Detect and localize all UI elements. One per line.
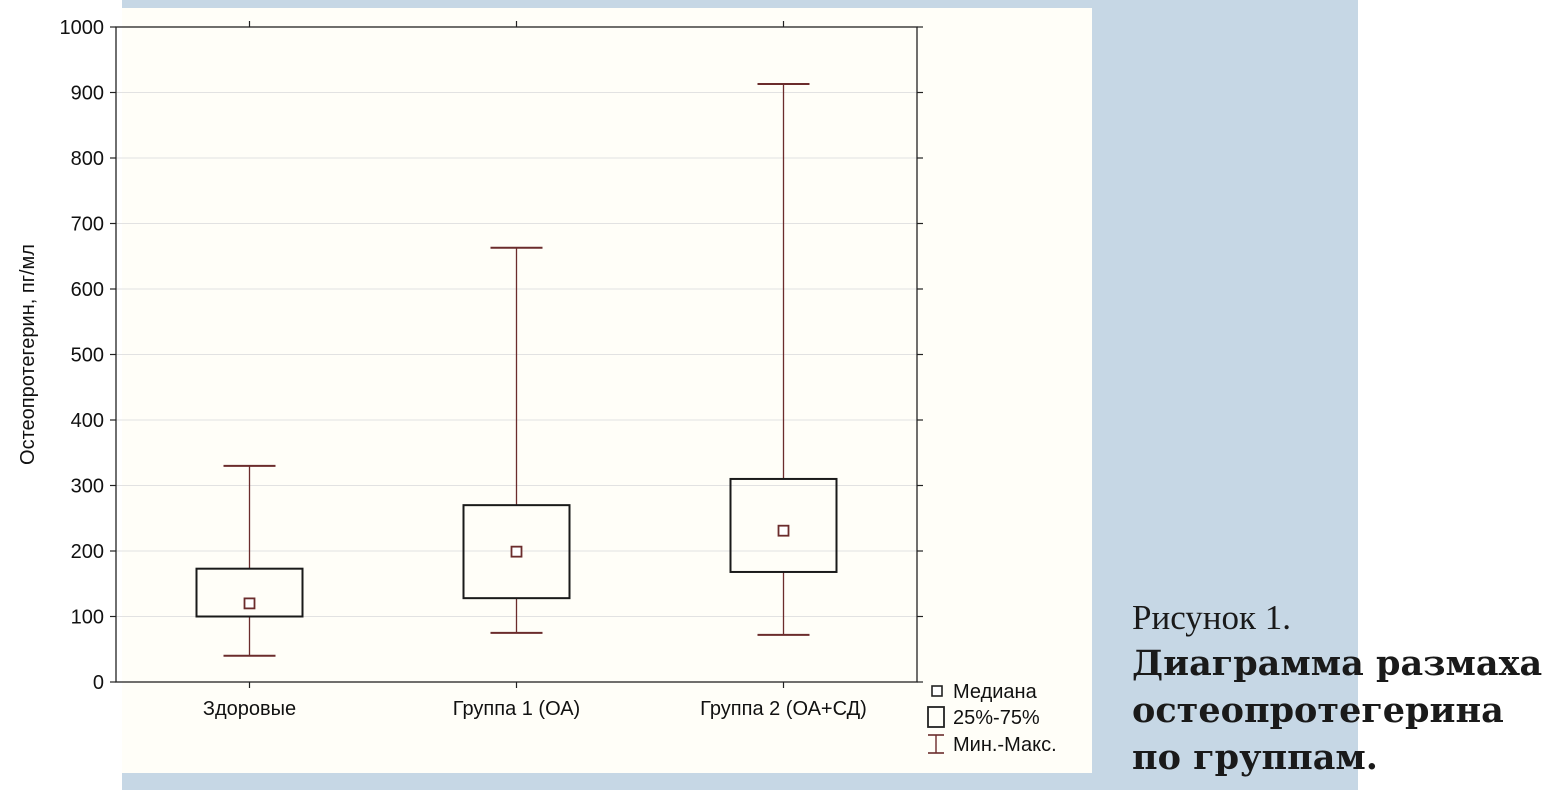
iqr-box <box>195 567 304 618</box>
x-category-label: Группа 1 (ОА) <box>453 698 580 720</box>
y-axis-label: Остеопротегерин, пг/мл <box>17 244 39 465</box>
plot-frame <box>115 26 918 683</box>
figure-title-line: по группам. <box>1132 737 1378 778</box>
legend-label: Мин.-Макс. <box>953 734 1057 756</box>
x-category-label: Здоровые <box>203 698 296 720</box>
figure-caption: Рисунок 1. Диаграмма размаха остеопротег… <box>1132 596 1552 781</box>
median-marker <box>510 545 523 558</box>
legend-box-swatch <box>927 706 945 728</box>
median-marker <box>243 597 256 610</box>
y-tick-label: 300 <box>71 476 104 498</box>
figure-title-line: остеопротегерина <box>1132 690 1504 731</box>
median-marker <box>777 524 790 537</box>
x-category-label: Группа 2 (ОА+СД) <box>700 698 867 720</box>
figure-label: Рисунок 1. <box>1132 598 1292 637</box>
y-tick-label: 500 <box>71 345 104 367</box>
y-tick-label: 1000 <box>60 17 105 39</box>
legend-label: Медиана <box>953 681 1038 703</box>
y-tick-label: 100 <box>71 607 104 629</box>
y-tick-label: 0 <box>93 672 104 694</box>
y-tick-label: 400 <box>71 410 104 432</box>
figure-title-line: Диаграмма размаха <box>1132 643 1543 684</box>
iqr-box <box>729 477 838 573</box>
y-tick-label: 800 <box>71 148 104 170</box>
y-tick-label: 700 <box>71 214 104 236</box>
y-tick-label: 200 <box>71 541 104 563</box>
y-tick-label: 600 <box>71 279 104 301</box>
legend-label: 25%-75% <box>953 707 1040 729</box>
iqr-box <box>462 504 571 600</box>
chart-panel <box>122 8 1092 773</box>
legend-median-swatch <box>931 685 943 697</box>
y-tick-label: 900 <box>71 83 104 105</box>
